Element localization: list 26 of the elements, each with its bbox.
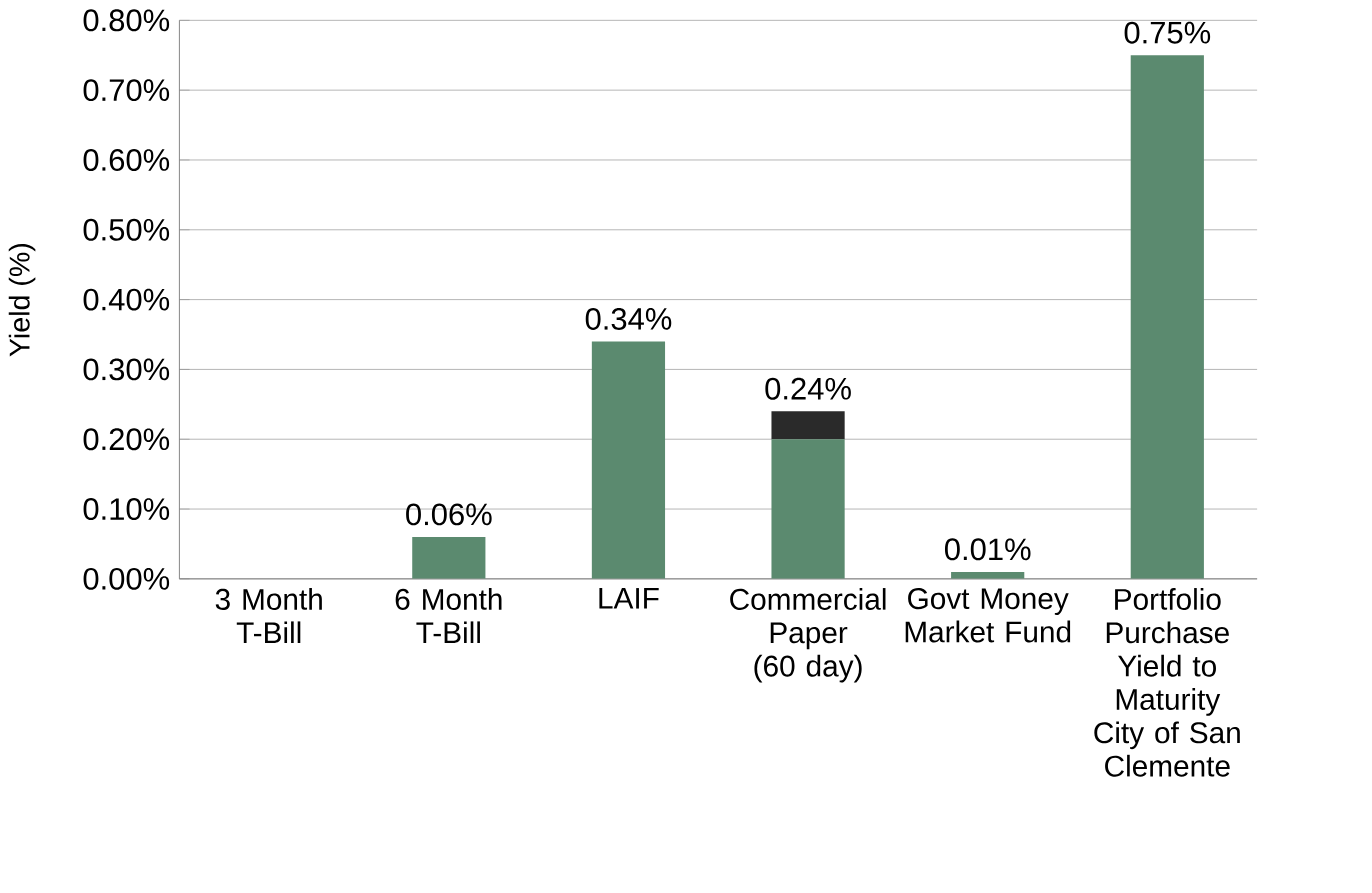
total-label: 0.06% [406,503,492,526]
y-tick-label: 0.30% [83,358,170,381]
total-label: 0.01% [944,538,1031,561]
x-tick-label: 3 Month T-Bill [215,587,322,643]
y-axis-title: Yield (%) [8,243,36,357]
y-tick-label: 0.10% [83,497,170,520]
bar [591,341,666,579]
total-label: 0.34% [585,307,672,330]
x-tick-label: 6 Month T-Bill [395,587,502,643]
x-tick-label: Govt Money Market Fund [905,587,1071,643]
x-tick-label: Portfolio Purchase Yield to Maturity City of San Clemente [1094,587,1240,777]
y-tick-label: 0.40% [83,288,170,311]
bar [1130,55,1204,579]
x-tick-label: Commercial Paper (60 day) [730,587,886,683]
y-tick-label: 0.20% [83,428,170,451]
y-tick-label: 0.60% [83,148,170,171]
bar [412,536,486,579]
total-label: 0.24% [765,377,851,400]
y-tick-label: 0.50% [83,218,170,241]
x-tick-label: LAIF [599,587,659,609]
bar [771,411,845,440]
y-tick-label: 0.00% [83,567,170,590]
y-tick-label: 0.80% [83,9,170,32]
bar [771,439,845,579]
y-tick-label: 0.70% [83,79,170,101]
total-label: 0.75% [1124,21,1211,44]
